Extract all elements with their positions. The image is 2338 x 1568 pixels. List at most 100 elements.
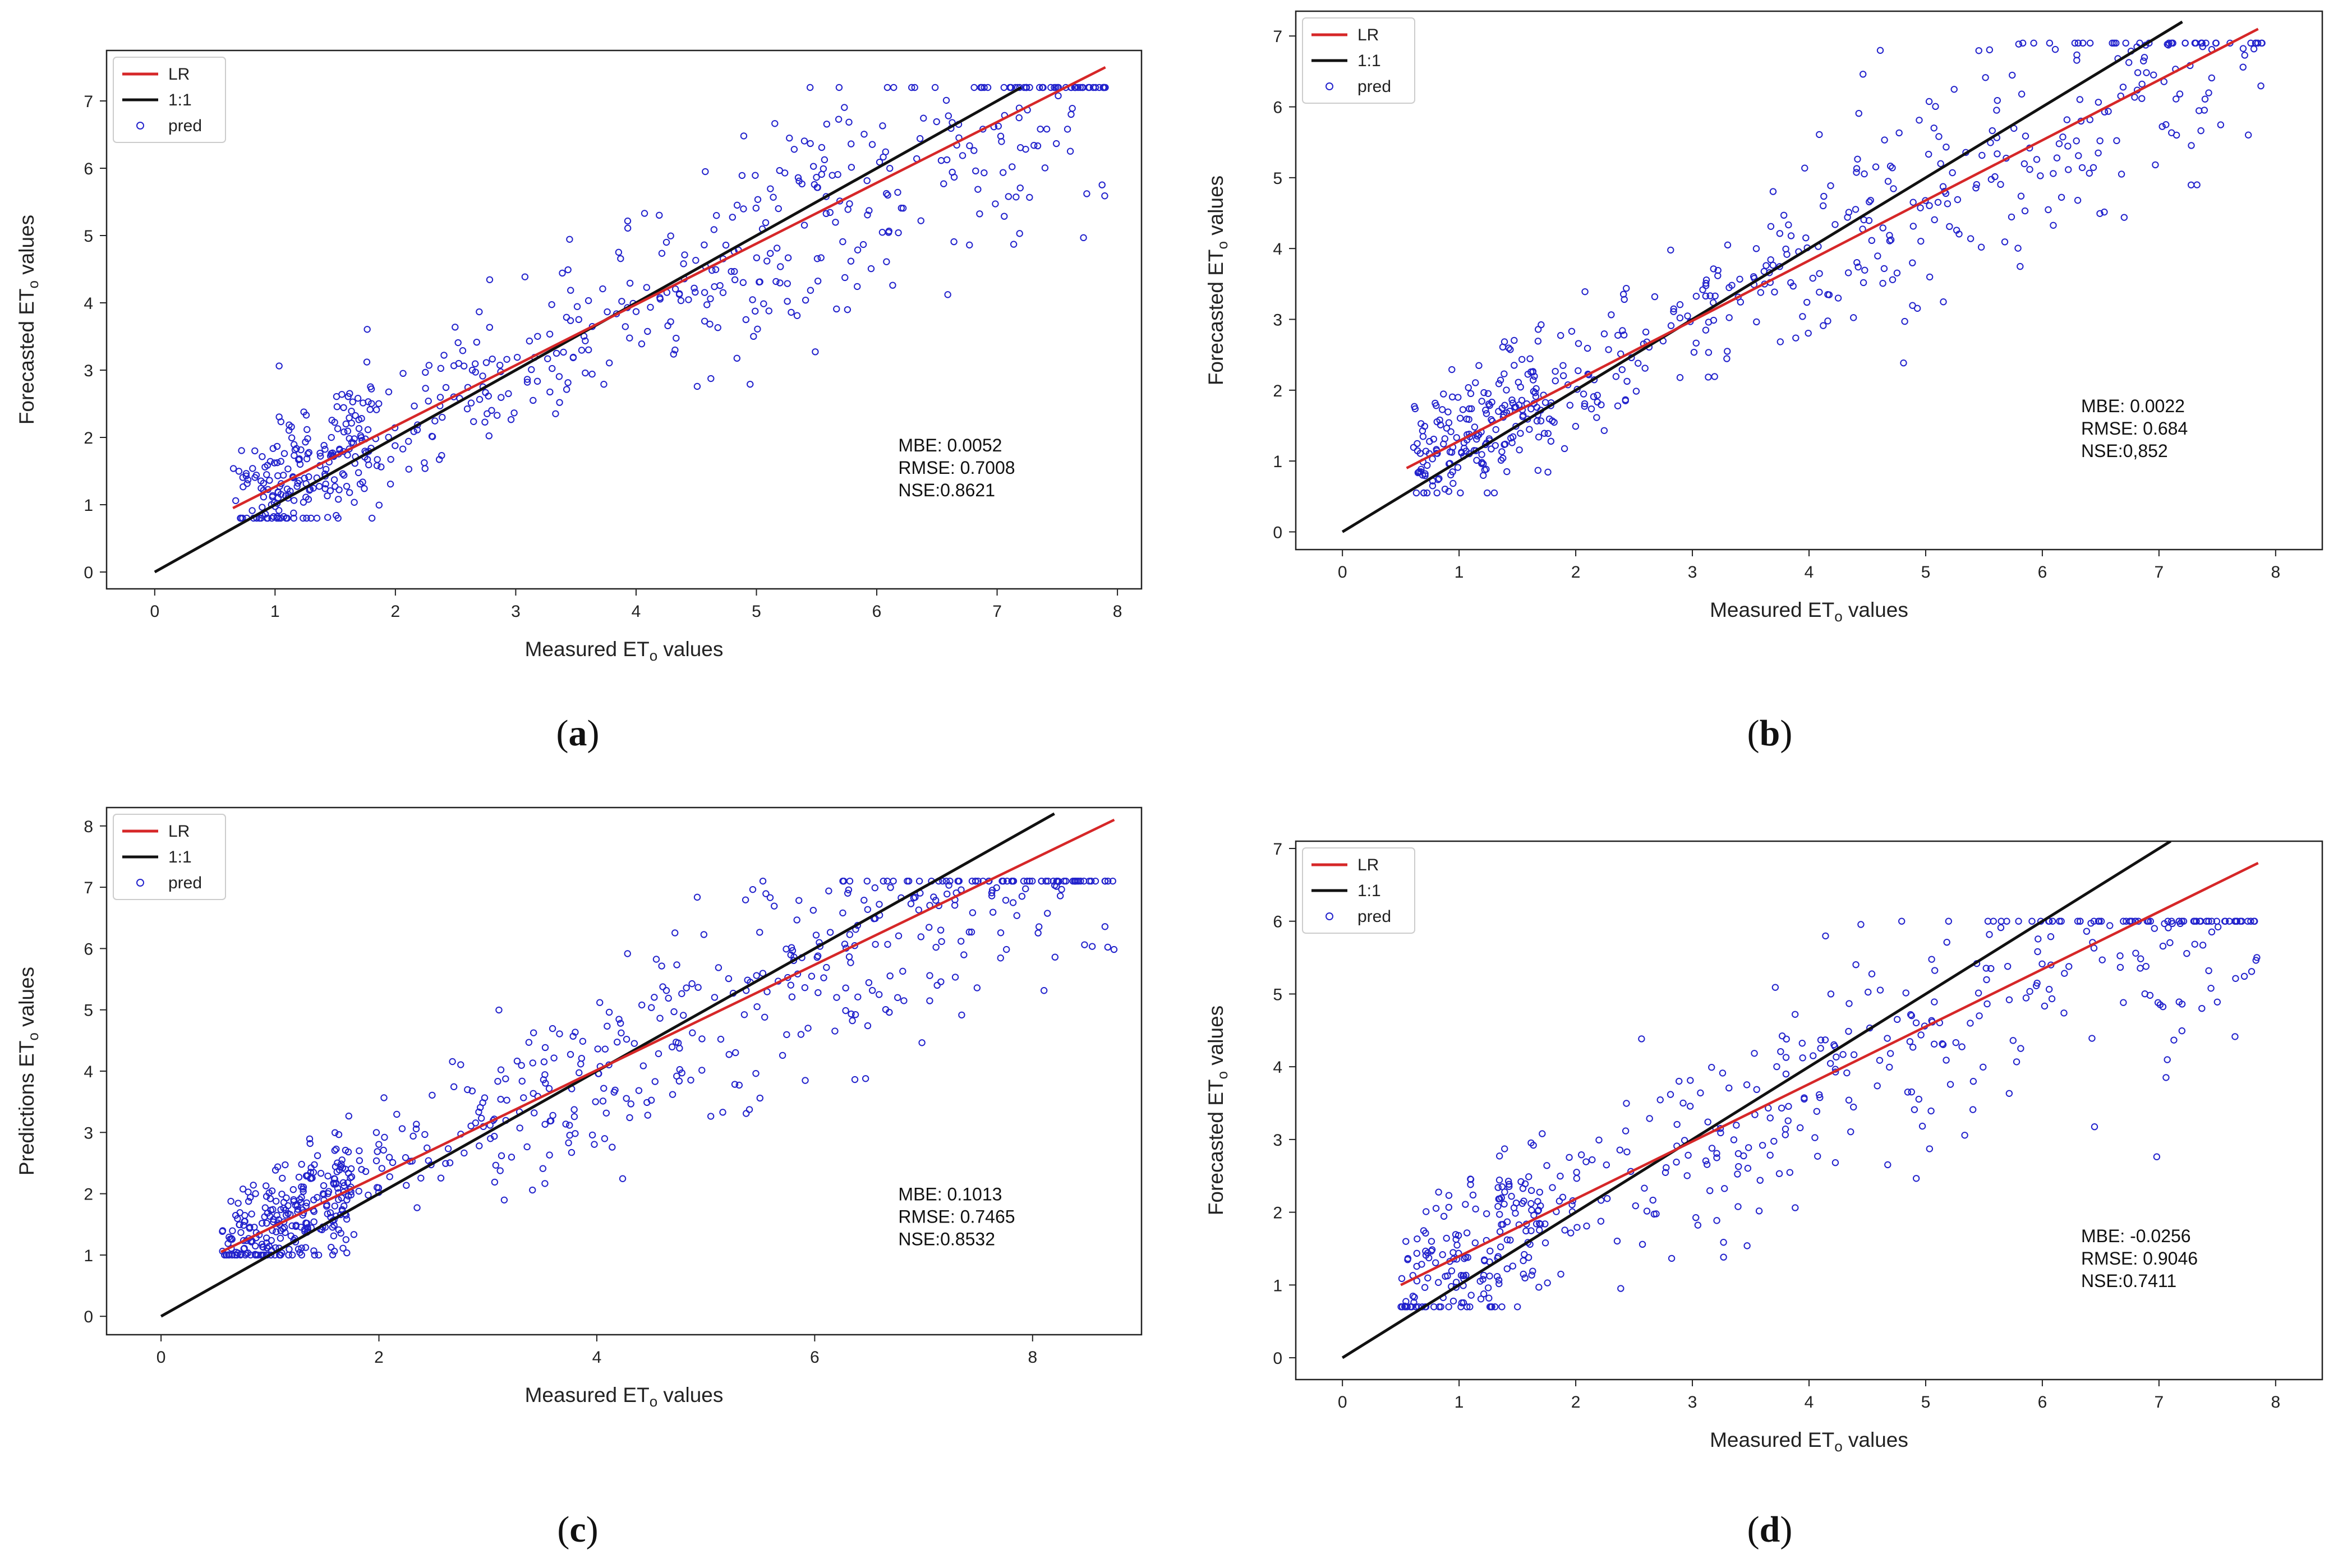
metric-text: NSE:0,852: [2081, 441, 2168, 461]
pred-point: [604, 308, 611, 316]
caption-a-letter: a: [568, 713, 587, 754]
pred-point: [813, 174, 820, 181]
pred-point: [468, 366, 476, 374]
pred-point: [494, 1078, 501, 1085]
pred-point: [1618, 366, 1626, 373]
pred-point: [564, 266, 572, 274]
pred-point: [409, 1132, 417, 1140]
pred-point: [303, 455, 311, 463]
pred-point: [1498, 1221, 1505, 1228]
pred-point: [1473, 456, 1480, 464]
pred-point: [848, 140, 855, 147]
pred-point: [908, 84, 915, 91]
pred-point: [693, 382, 701, 390]
pred-point: [1484, 1284, 1492, 1292]
y-tick-label: 4: [1273, 240, 1282, 259]
pred-point: [2162, 121, 2170, 128]
pred-point: [476, 1142, 483, 1150]
pred-point: [1975, 989, 1982, 997]
pred-point: [1975, 47, 1982, 54]
pred-point: [1462, 1253, 1470, 1261]
x-tick-label: 5: [1921, 1393, 1931, 1412]
pred-point: [772, 278, 780, 285]
pred-point: [2207, 985, 2215, 992]
pred-point: [529, 1059, 536, 1067]
pred-point: [1667, 1091, 1674, 1098]
pred-point: [1480, 389, 1488, 396]
caption-d: (d): [1747, 1509, 1793, 1550]
pred-point: [1614, 402, 1622, 409]
pred-point: [1987, 965, 1995, 972]
pred-point: [280, 450, 288, 457]
pred-point: [668, 1043, 676, 1051]
pred-point: [1529, 376, 1537, 384]
pred-point: [753, 254, 761, 261]
pred-point: [337, 1229, 344, 1237]
pred-point: [2098, 956, 2106, 963]
pred-point: [788, 308, 795, 316]
pred-point: [689, 1029, 696, 1036]
pred-point: [1036, 84, 1043, 91]
pred-point: [2147, 917, 2154, 925]
pred-point: [303, 426, 311, 433]
pred-point: [354, 395, 362, 402]
pred-point: [351, 499, 358, 506]
pred-point: [2063, 116, 2071, 123]
y-tick-label: 1: [1273, 453, 1282, 471]
pred-point: [302, 494, 310, 501]
pred-point: [330, 476, 338, 483]
y-tick-label: 0: [84, 1308, 93, 1326]
pred-point: [602, 1109, 610, 1117]
pred-point: [2198, 39, 2205, 47]
pred-point: [1714, 272, 1722, 279]
pred-point: [1435, 475, 1443, 482]
pred-point: [812, 348, 819, 356]
pred-point: [343, 1215, 351, 1223]
pred-point: [549, 365, 556, 372]
pred-point: [626, 334, 633, 342]
pred-point: [940, 180, 947, 187]
pred-point: [1541, 1220, 1549, 1228]
pred-point: [1552, 367, 1559, 375]
pred-point: [436, 394, 444, 401]
pred-point: [623, 1035, 630, 1043]
pred-point: [1721, 1185, 1728, 1192]
pred-point: [1466, 1303, 1474, 1311]
pred-point: [385, 388, 393, 395]
pred-point: [894, 188, 901, 196]
pred-point: [2178, 1027, 2186, 1035]
pred-point: [491, 1178, 499, 1186]
pred-point: [644, 1112, 651, 1119]
pred-point: [1516, 446, 1523, 454]
x-tick-label: 4: [1805, 1393, 1814, 1412]
pred-point: [1976, 1012, 1983, 1020]
pred-point: [368, 514, 376, 522]
y-tick-label: 1: [1273, 1276, 1282, 1295]
pred-point: [2106, 922, 2114, 929]
pred-point: [278, 1191, 286, 1198]
pred-point: [988, 892, 996, 900]
pred-point: [508, 1154, 516, 1161]
pred-point: [1448, 393, 1456, 401]
pred-point: [296, 460, 304, 468]
pred-point: [651, 1078, 659, 1085]
pred-point: [1753, 1086, 1760, 1094]
pred-point: [1582, 1158, 1590, 1165]
pred-point: [1603, 1195, 1611, 1202]
pred-point: [304, 1172, 311, 1179]
pred-point: [463, 405, 471, 413]
pred-point: [900, 997, 908, 1004]
pred-point: [540, 1058, 548, 1066]
pred-point: [493, 412, 501, 419]
pred-point: [531, 1109, 538, 1117]
metric-text: RMSE: 0.7008: [898, 458, 1015, 478]
pred-point: [1690, 348, 1698, 356]
pred-point: [1411, 405, 1419, 413]
pred-point: [263, 471, 270, 478]
pred-point: [246, 1225, 254, 1232]
pred-point: [2033, 979, 2041, 987]
pred-point: [835, 84, 843, 91]
pred-point: [1428, 1246, 1436, 1253]
pred-point: [656, 1014, 664, 1022]
pred-point: [1785, 221, 1792, 229]
